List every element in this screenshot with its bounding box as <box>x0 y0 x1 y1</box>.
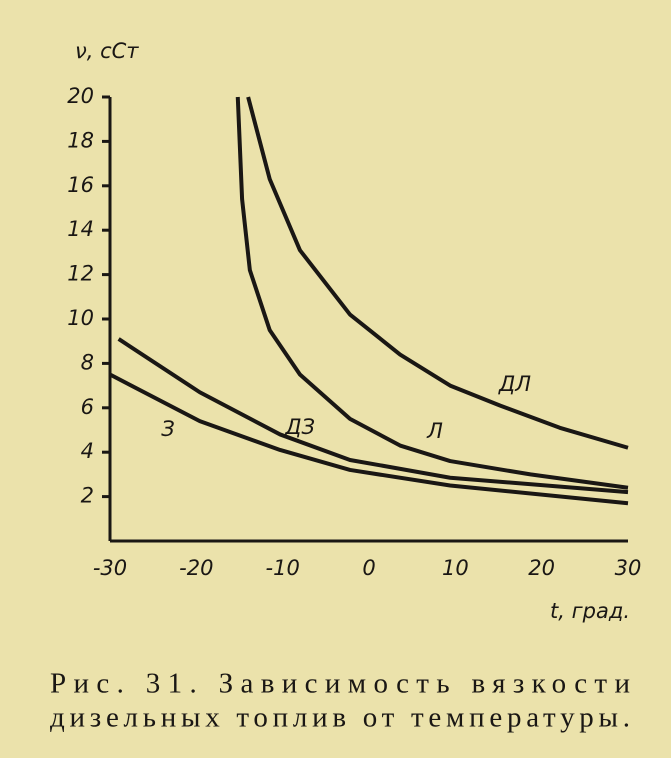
y-tick-label: 20 <box>67 84 94 108</box>
y-tick-label: 2 <box>81 484 94 508</box>
curve <box>246 96 629 450</box>
y-axis-label: ν, сСт <box>75 39 139 63</box>
caption-line: дизельных топлив от температуры. <box>50 702 630 734</box>
y-tick-label: 18 <box>67 128 94 152</box>
x-axis-label: t, град. <box>550 599 630 623</box>
curve-label: ДЗ <box>284 415 315 439</box>
x-tick-label: 30 <box>615 556 642 580</box>
y-tick-label: 4 <box>81 439 94 463</box>
y-tick-label: 16 <box>67 173 94 197</box>
x-tick-label: -30 <box>93 556 127 580</box>
x-tick-label: -20 <box>179 556 213 580</box>
y-tick-label: 12 <box>67 262 94 286</box>
curve-label: ДЛ <box>498 372 531 396</box>
y-tick-label: 14 <box>67 217 94 241</box>
curve <box>109 372 629 506</box>
caption-line: Рис. 31. Зависимость вязкости <box>50 668 630 700</box>
x-tick-label: 10 <box>442 556 469 580</box>
curve-label: Л <box>426 419 443 443</box>
y-tick-label: 6 <box>81 395 94 419</box>
x-tick-label: 0 <box>362 556 375 580</box>
curve <box>117 337 629 495</box>
y-tick-label: 8 <box>81 350 94 374</box>
y-tick-label: 10 <box>67 306 94 330</box>
x-tick-label: -10 <box>266 556 300 580</box>
curve-label: З <box>161 417 174 441</box>
curve <box>235 96 629 490</box>
x-tick-label: 20 <box>528 556 555 580</box>
